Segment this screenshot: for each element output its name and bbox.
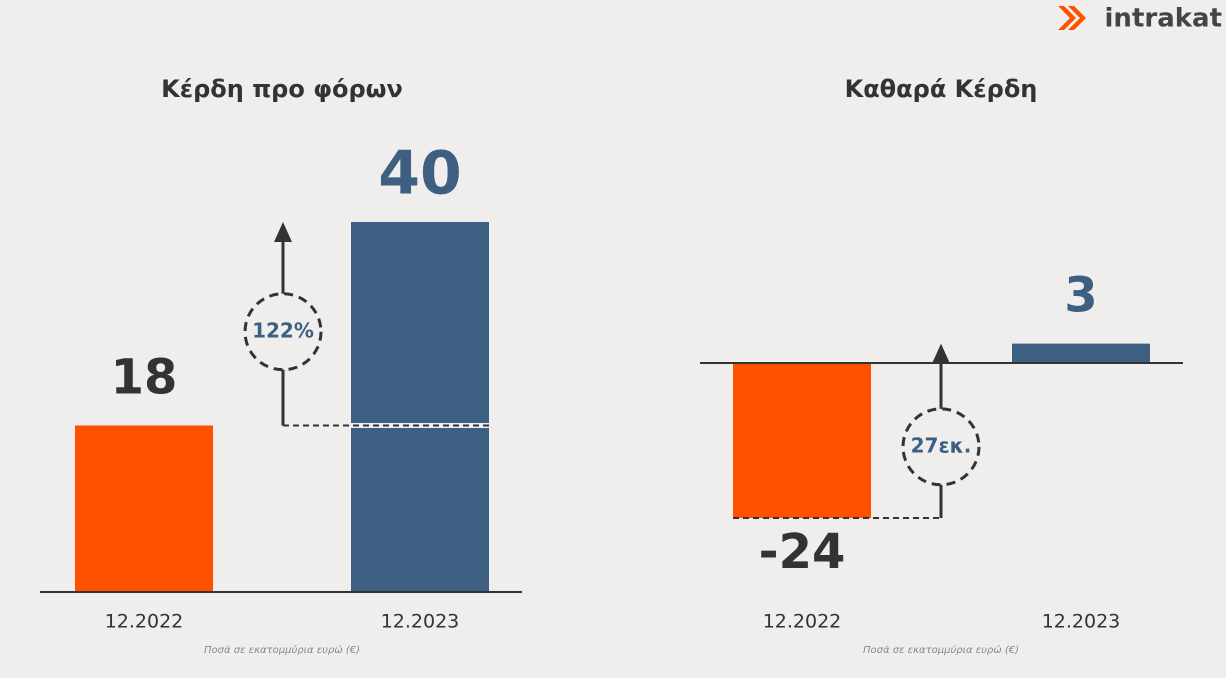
value-label: 18 <box>111 350 178 406</box>
bar <box>1012 343 1150 363</box>
note: Ποσά σε εκατομμύρια ευρώ (€) <box>863 644 1019 656</box>
arrow-head <box>274 222 292 242</box>
arrow-head <box>932 343 950 364</box>
bar <box>351 222 489 592</box>
x-tick-label: 12.2022 <box>105 611 184 633</box>
annotation: 122% <box>252 318 314 342</box>
bar <box>733 363 871 518</box>
bar <box>75 425 213 592</box>
note: Ποσά σε εκατομμύρια ευρώ (€) <box>204 644 360 656</box>
logo: intrakat <box>1105 4 1222 34</box>
annotation-circle <box>243 292 323 372</box>
annotation: 27εκ. <box>911 433 972 457</box>
annotation-circle <box>901 407 981 487</box>
value-label: -24 <box>759 524 846 580</box>
x-tick-label: 12.2023 <box>381 611 460 633</box>
chart-title: Κέρδη προ φόρων <box>161 75 403 103</box>
logo-icon <box>1058 6 1086 30</box>
x-tick-label: 12.2023 <box>1042 611 1121 633</box>
value-label: 40 <box>378 139 462 209</box>
value-label: 3 <box>1064 268 1097 324</box>
chart-title: Καθαρά Κέρδη <box>845 75 1038 103</box>
x-tick-label: 12.2022 <box>763 611 842 633</box>
